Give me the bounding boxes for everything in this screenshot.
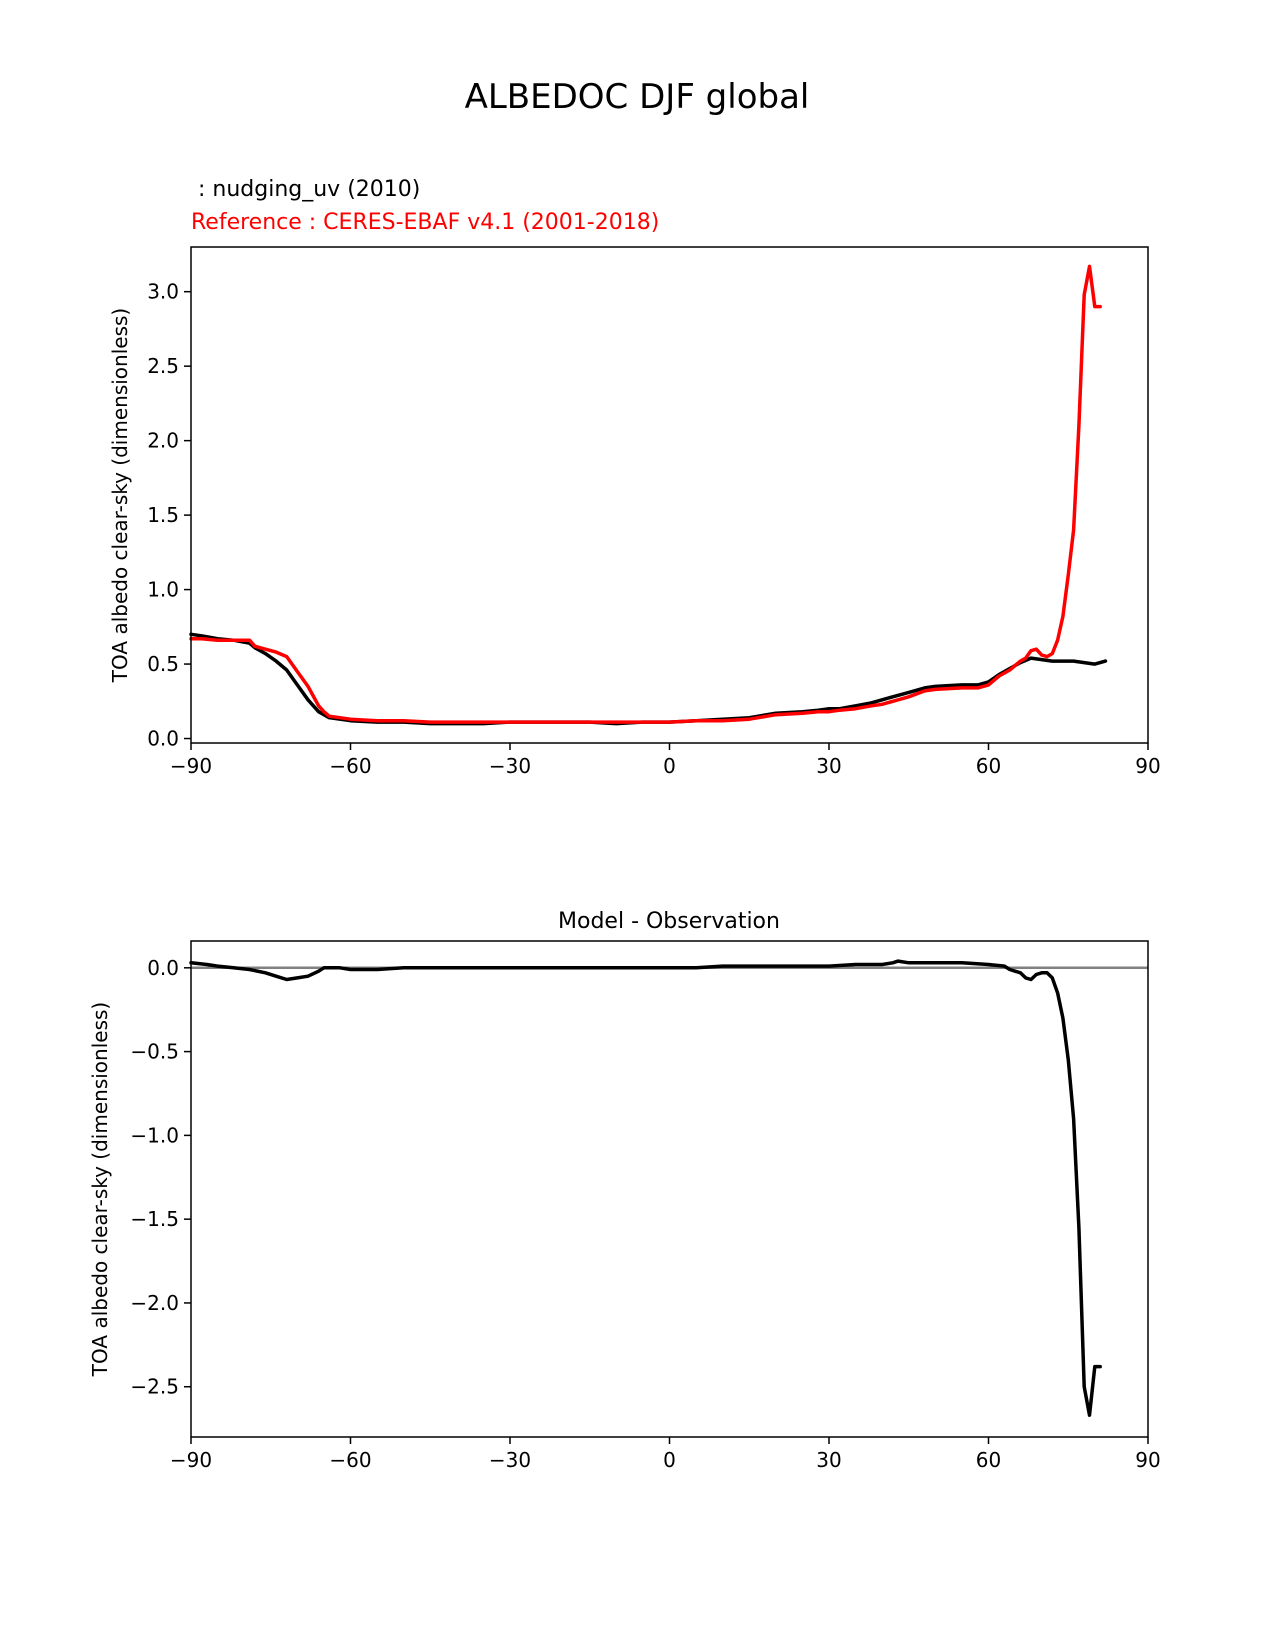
axes-frame xyxy=(190,246,1149,744)
figure-title: ALBEDOC DJF global xyxy=(465,77,810,117)
top-plot-area: −90 −60 −30 0 30 60 90 0.0 0.5 1.0 1.5 2.0 2.5 3.0 TOA… xyxy=(108,246,1161,778)
y-tick-label: 0.5 xyxy=(147,652,179,676)
top-panel: : nudging_uv (2010) Reference : CERES-EB… xyxy=(108,177,1161,778)
axes-frame xyxy=(190,940,1149,1438)
x-tick-label: −30 xyxy=(489,1448,531,1472)
x-tick-label: 30 xyxy=(816,754,841,778)
x-tick-label: 60 xyxy=(976,1448,1001,1472)
y-tick-label: 2.5 xyxy=(147,354,179,378)
x-tick-label: 0 xyxy=(663,1448,676,1472)
y-tick-label: 1.0 xyxy=(147,578,179,602)
top-subtitle-model: : nudging_uv (2010) xyxy=(191,177,420,202)
y-tick-label: 3.0 xyxy=(147,280,179,304)
x-tick-label: 60 xyxy=(976,754,1001,778)
x-tick-label: 30 xyxy=(816,1448,841,1472)
x-tick-label: 90 xyxy=(1135,754,1160,778)
y-tick-label: 0.0 xyxy=(147,956,179,980)
x-tick-label: −30 xyxy=(489,754,531,778)
x-tick-label: 90 xyxy=(1135,1448,1160,1472)
x-tick-label: −60 xyxy=(329,754,371,778)
y-axis-label: TOA albedo clear-sky (dimensionless) xyxy=(88,1002,112,1377)
x-tick-label: −90 xyxy=(170,754,212,778)
y-tick-label: −2.0 xyxy=(130,1291,179,1315)
x-tick-label: 0 xyxy=(663,754,676,778)
y-tick-label: 2.0 xyxy=(147,429,179,453)
top-subtitle-reference: Reference : CERES-EBAF v4.1 (2001-2018) xyxy=(191,210,659,235)
series-line-1 xyxy=(189,264,1102,724)
series-line-0 xyxy=(189,632,1108,726)
y-axis-label: TOA albedo clear-sky (dimensionless) xyxy=(108,308,132,683)
x-tick-label: −60 xyxy=(329,1448,371,1472)
y-tick-label: −1.5 xyxy=(130,1207,179,1231)
y-tick-label: −2.5 xyxy=(130,1375,179,1399)
y-tick-label: −1.0 xyxy=(130,1123,179,1147)
x-tick-label: −90 xyxy=(170,1448,212,1472)
series-line-0 xyxy=(189,959,1102,1417)
y-tick-label: −0.5 xyxy=(130,1040,179,1064)
bottom-plot-area: −90 −60 −30 0 30 60 90 0.0 −0.5 −1.0 −1.5 −2.0 −2.5 T… xyxy=(88,940,1161,1472)
y-tick-label: 0.0 xyxy=(147,727,179,751)
bottom-title: Model - Observation xyxy=(558,909,780,934)
bottom-panel: Model - Observation −90 −60 −30 0 30 60 900.0−… xyxy=(88,909,1161,1472)
y-tick-label: 1.5 xyxy=(147,503,179,527)
